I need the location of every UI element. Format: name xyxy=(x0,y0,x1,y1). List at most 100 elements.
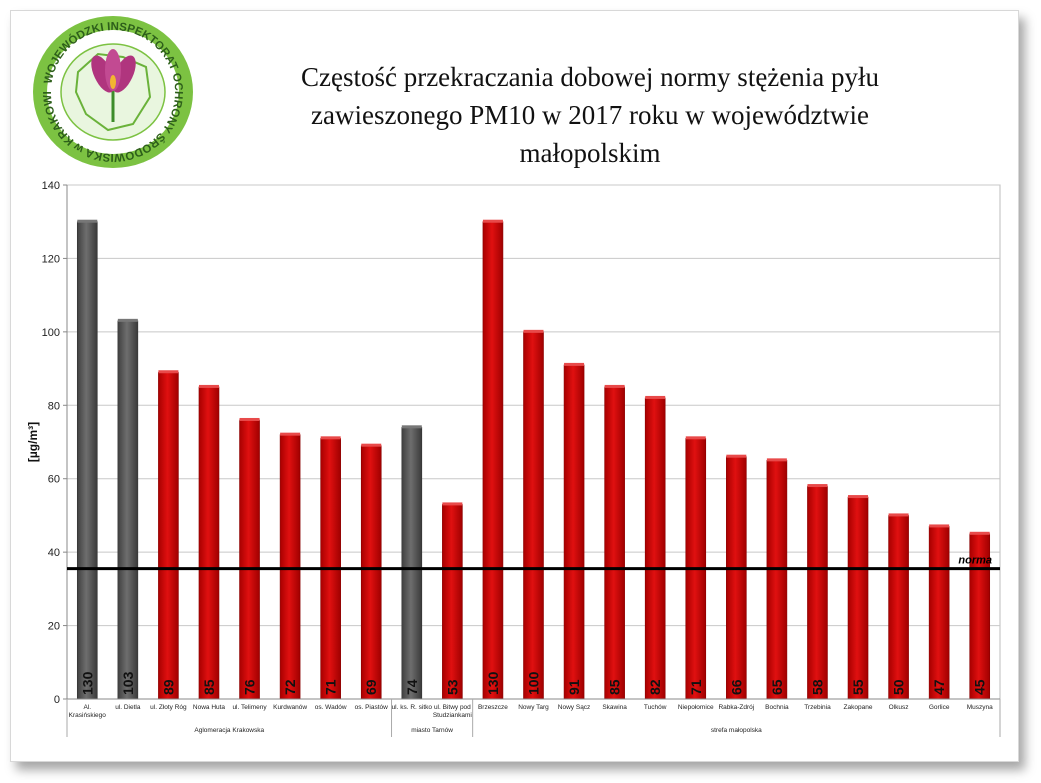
x-tick-label: Zakopane xyxy=(844,704,873,711)
y-tick-label: 80 xyxy=(48,400,60,412)
bar xyxy=(239,419,260,700)
y-axis-label: [µg/m³] xyxy=(26,422,40,462)
y-tick-label: 120 xyxy=(42,253,60,265)
x-tick-label: ul. Bitwy pod Studziankami xyxy=(433,704,472,719)
bar-top xyxy=(280,432,301,436)
x-tick-label: ul. Telimeny xyxy=(232,704,267,711)
bar xyxy=(726,456,747,700)
bar-value-label: 50 xyxy=(891,679,907,695)
bar-value-label: 71 xyxy=(688,679,704,695)
bar-value-label: 130 xyxy=(485,671,501,695)
wios-logo: WOJEWÓDZKI INSPEKTORAT OCHRONY ŚRODOWISK… xyxy=(28,12,193,168)
bar-top xyxy=(523,329,544,333)
x-tick-label: Gorlice xyxy=(929,704,950,711)
bar-top xyxy=(442,502,463,506)
bar xyxy=(888,515,909,700)
bar xyxy=(482,221,504,700)
y-tick-label: 20 xyxy=(48,621,60,633)
bar xyxy=(76,221,98,700)
bar-top xyxy=(158,370,179,374)
bar-value-label: 65 xyxy=(769,679,785,695)
bar xyxy=(928,526,950,700)
x-tick-label: os. Piastów xyxy=(355,704,389,711)
bar xyxy=(401,427,423,700)
bar-value-label: 89 xyxy=(160,679,176,695)
bar-top xyxy=(77,219,98,223)
y-tick-label: 40 xyxy=(48,547,60,559)
bar xyxy=(807,485,828,700)
bar-top xyxy=(401,425,422,429)
x-tick-label: Niepołomice xyxy=(678,704,714,711)
bar-value-label: 85 xyxy=(607,679,623,695)
bar xyxy=(360,445,382,700)
x-tick-label: Kurdwanów xyxy=(273,704,307,711)
bar-value-label: 71 xyxy=(323,679,339,695)
x-tick-label: ul. Dietla xyxy=(115,704,141,711)
bar-top xyxy=(848,495,869,499)
bar-value-label: 53 xyxy=(444,679,460,695)
bar xyxy=(198,386,220,700)
y-tick-label: 60 xyxy=(48,474,60,486)
bar xyxy=(766,460,788,700)
bar-top xyxy=(766,458,787,462)
bar-top xyxy=(645,395,666,399)
bar-value-label: 55 xyxy=(850,679,866,695)
group-label: miasto Tarnów xyxy=(411,727,453,734)
bar-value-label: 103 xyxy=(120,671,136,695)
bar-value-label: 91 xyxy=(566,679,582,695)
x-tick-label: Muszyna xyxy=(967,704,993,711)
bar-top xyxy=(239,417,260,421)
bar-value-label: 130 xyxy=(79,671,95,695)
bar-top xyxy=(929,524,950,528)
x-tick-label: Nowy Targ xyxy=(518,704,549,711)
x-tick-label: Tuchów xyxy=(644,704,667,711)
norm-label: norma xyxy=(958,555,992,567)
crocus-flower-icon xyxy=(91,49,136,122)
y-tick-label: 0 xyxy=(54,694,60,706)
bar-top xyxy=(564,362,585,366)
bar xyxy=(644,397,666,700)
bar-top xyxy=(361,443,382,447)
y-tick-label: 140 xyxy=(42,180,60,192)
x-tick-label: os. Wadów xyxy=(315,704,347,711)
x-tick-label: Olkusz xyxy=(889,704,909,711)
bar-top xyxy=(888,513,909,517)
x-tick-label: Brzeszcze xyxy=(478,704,508,711)
bar xyxy=(523,331,544,700)
bar-top xyxy=(117,318,138,322)
bar-value-label: 47 xyxy=(931,679,947,695)
bar-top xyxy=(198,384,219,388)
bar xyxy=(847,496,869,700)
bar-value-label: 72 xyxy=(282,679,298,695)
bar-top xyxy=(807,484,828,488)
x-tick-label: Rabka-Zdrój xyxy=(718,704,754,711)
bar-value-label: 69 xyxy=(363,679,379,695)
x-tick-label: ul. ks. R. sitko xyxy=(392,704,433,711)
bar-top xyxy=(726,454,747,458)
y-tick-label: 100 xyxy=(42,327,60,339)
bar-value-label: 66 xyxy=(728,679,744,695)
bar-top xyxy=(604,384,625,388)
x-tick-label: ul. Złoty Róg xyxy=(150,704,187,711)
bar-value-label: 74 xyxy=(404,679,420,695)
bar-value-label: 76 xyxy=(242,679,258,695)
x-tick-label: Trzebinia xyxy=(804,704,831,711)
chart-title: Częstość przekraczania dobowej normy stę… xyxy=(300,62,880,168)
bar xyxy=(563,364,585,700)
bar xyxy=(604,386,625,700)
bar xyxy=(279,434,301,700)
x-tick-label: Al. Krasińskiego xyxy=(69,704,107,719)
bar-value-label: 45 xyxy=(972,679,988,695)
bar-top xyxy=(482,219,503,223)
x-tick-label: Skawina xyxy=(602,704,627,711)
bar xyxy=(117,320,139,700)
x-tick-label: Bochnia xyxy=(765,704,789,711)
bar-top xyxy=(969,531,990,535)
bar-top xyxy=(685,436,706,440)
bar-top xyxy=(320,436,341,440)
bar-value-label: 100 xyxy=(526,671,542,695)
bar xyxy=(158,371,179,700)
x-tick-label: Nowy Sącz xyxy=(558,704,591,711)
